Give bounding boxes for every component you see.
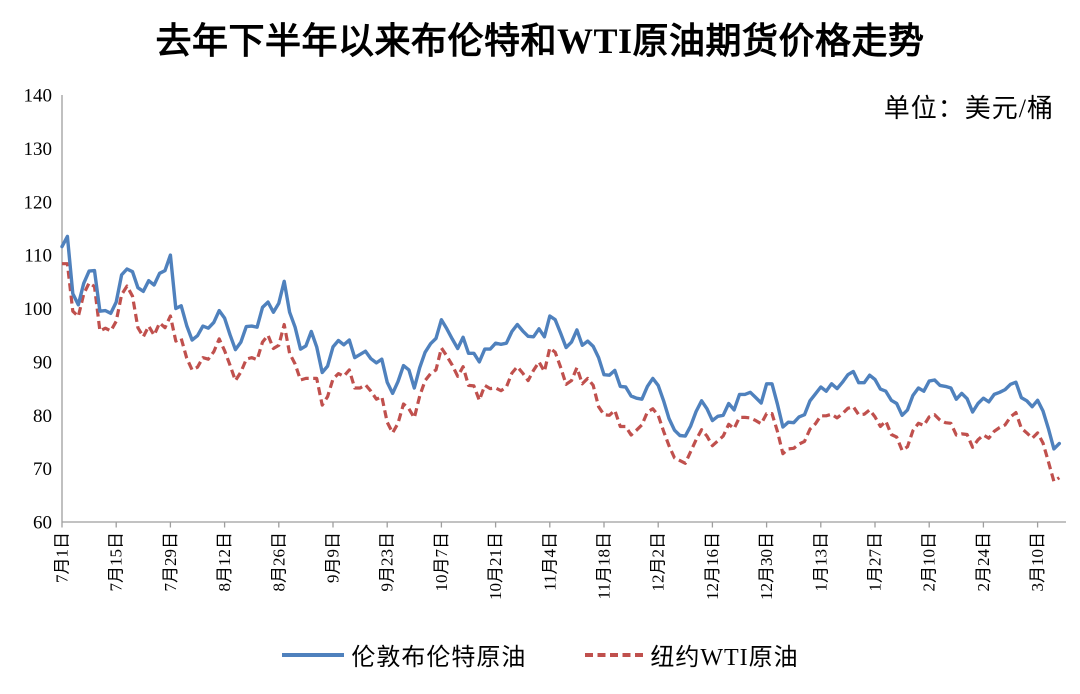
svg-text:12月16日: 12月16日 <box>703 532 722 600</box>
svg-text:8月26日: 8月26日 <box>269 532 288 592</box>
chart-title: 去年下半年以来布伦特和WTI原油期货价格走势 <box>155 21 925 61</box>
svg-text:140: 140 <box>24 86 53 107</box>
svg-text:100: 100 <box>24 299 53 320</box>
svg-text:60: 60 <box>33 513 52 534</box>
svg-text:7月29日: 7月29日 <box>161 532 180 592</box>
svg-text:10月21日: 10月21日 <box>486 532 505 600</box>
svg-text:8月12日: 8月12日 <box>215 532 234 592</box>
svg-text:70: 70 <box>33 459 52 480</box>
svg-text:11月18日: 11月18日 <box>595 532 614 599</box>
svg-text:9月23日: 9月23日 <box>378 532 397 592</box>
svg-text:110: 110 <box>24 246 52 267</box>
legend-item-brent: 伦敦布伦特原油 <box>281 637 526 672</box>
svg-text:12月2日: 12月2日 <box>649 532 668 592</box>
svg-text:90: 90 <box>33 352 52 373</box>
svg-text:130: 130 <box>24 139 53 160</box>
unit-label: 单位：美元/桶 <box>883 94 1054 123</box>
wti-line-sample-icon <box>585 652 644 657</box>
svg-text:7月15日: 7月15日 <box>107 532 126 592</box>
svg-text:2月10日: 2月10日 <box>920 532 939 592</box>
brent-line-sample-icon <box>282 652 345 657</box>
legend-item-wti: 纽约WTI原油 <box>584 637 798 672</box>
svg-text:3月10日: 3月10日 <box>1028 532 1047 592</box>
svg-text:1月27日: 1月27日 <box>866 532 885 592</box>
svg-text:11月4日: 11月4日 <box>540 532 559 591</box>
brent-legend-label: 伦敦布伦特原油 <box>351 645 527 671</box>
wti-legend-label: 纽约WTI原油 <box>650 645 799 671</box>
svg-text:120: 120 <box>24 192 53 213</box>
svg-text:12月30日: 12月30日 <box>757 532 776 600</box>
svg-text:2月24日: 2月24日 <box>974 532 993 592</box>
svg-text:80: 80 <box>33 406 52 427</box>
svg-text:9月9日: 9月9日 <box>324 532 343 583</box>
chart-legend: 伦敦布伦特原油 纽约WTI原油 <box>0 637 1080 672</box>
svg-text:1月13日: 1月13日 <box>811 532 830 592</box>
svg-text:7月1日: 7月1日 <box>53 532 72 583</box>
svg-text:10月7日: 10月7日 <box>432 532 451 592</box>
